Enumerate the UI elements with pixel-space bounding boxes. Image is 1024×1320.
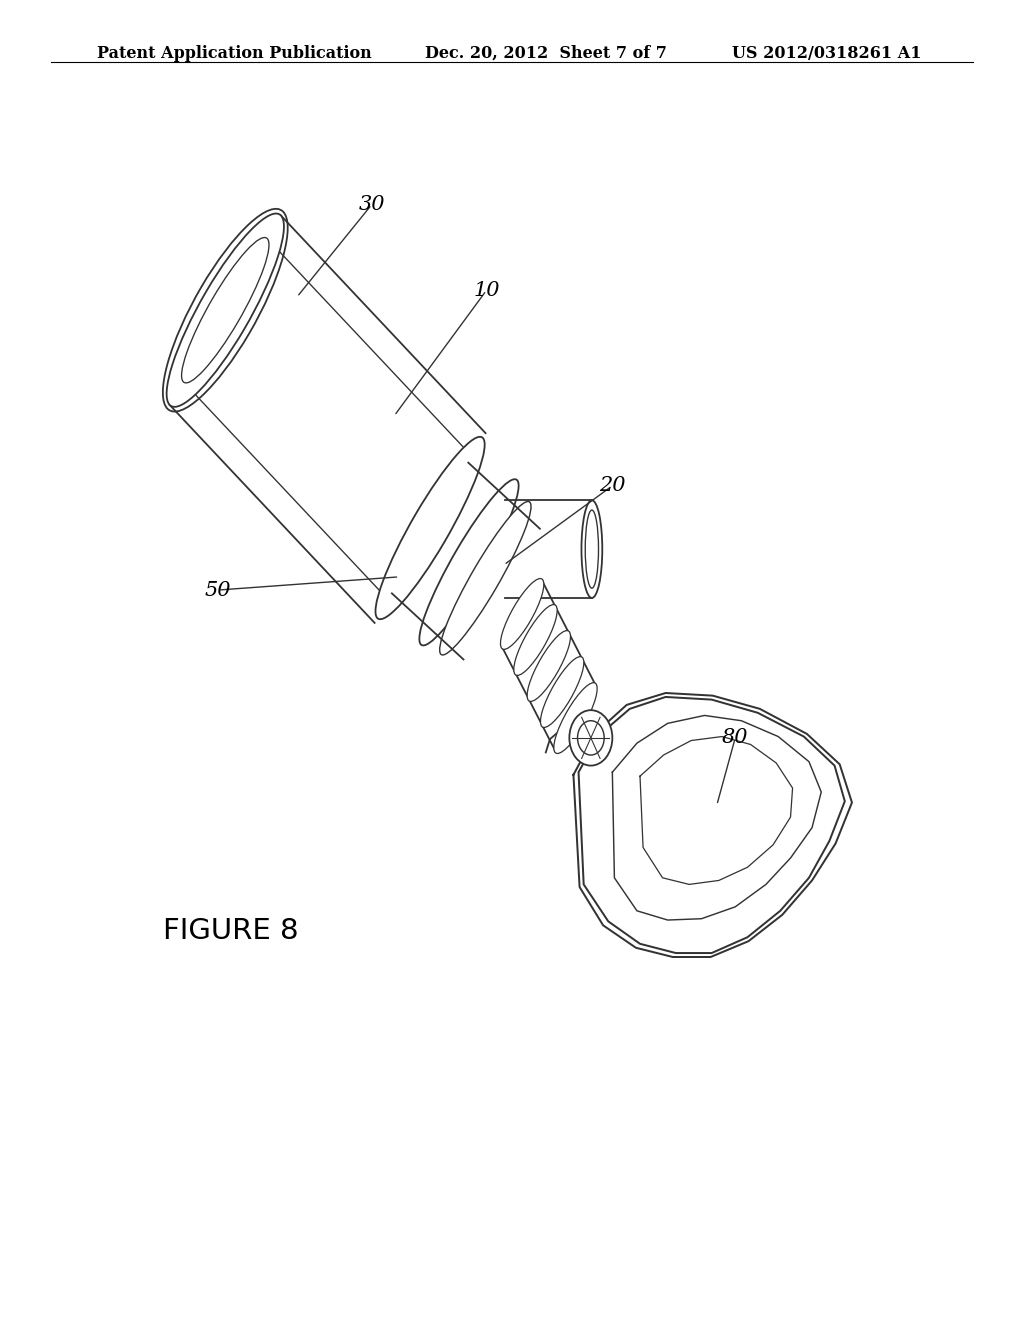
- Text: FIGURE 8: FIGURE 8: [163, 916, 298, 945]
- Ellipse shape: [181, 238, 269, 383]
- Text: US 2012/0318261 A1: US 2012/0318261 A1: [732, 45, 922, 62]
- Ellipse shape: [420, 479, 518, 645]
- Text: 10: 10: [473, 281, 500, 300]
- Text: Dec. 20, 2012  Sheet 7 of 7: Dec. 20, 2012 Sheet 7 of 7: [425, 45, 667, 62]
- Ellipse shape: [514, 605, 557, 676]
- Ellipse shape: [578, 721, 604, 755]
- Polygon shape: [579, 697, 845, 953]
- Ellipse shape: [501, 578, 544, 649]
- Ellipse shape: [167, 214, 284, 407]
- Text: 50: 50: [205, 581, 231, 599]
- Ellipse shape: [541, 656, 584, 727]
- Ellipse shape: [527, 631, 570, 701]
- Text: Patent Application Publication: Patent Application Publication: [97, 45, 372, 62]
- Ellipse shape: [586, 510, 598, 589]
- Ellipse shape: [569, 710, 612, 766]
- Text: 30: 30: [358, 195, 385, 214]
- Ellipse shape: [439, 502, 531, 655]
- Ellipse shape: [554, 682, 597, 754]
- Ellipse shape: [582, 500, 602, 598]
- Ellipse shape: [376, 437, 484, 619]
- Text: 20: 20: [599, 477, 626, 495]
- Text: 80: 80: [722, 729, 749, 747]
